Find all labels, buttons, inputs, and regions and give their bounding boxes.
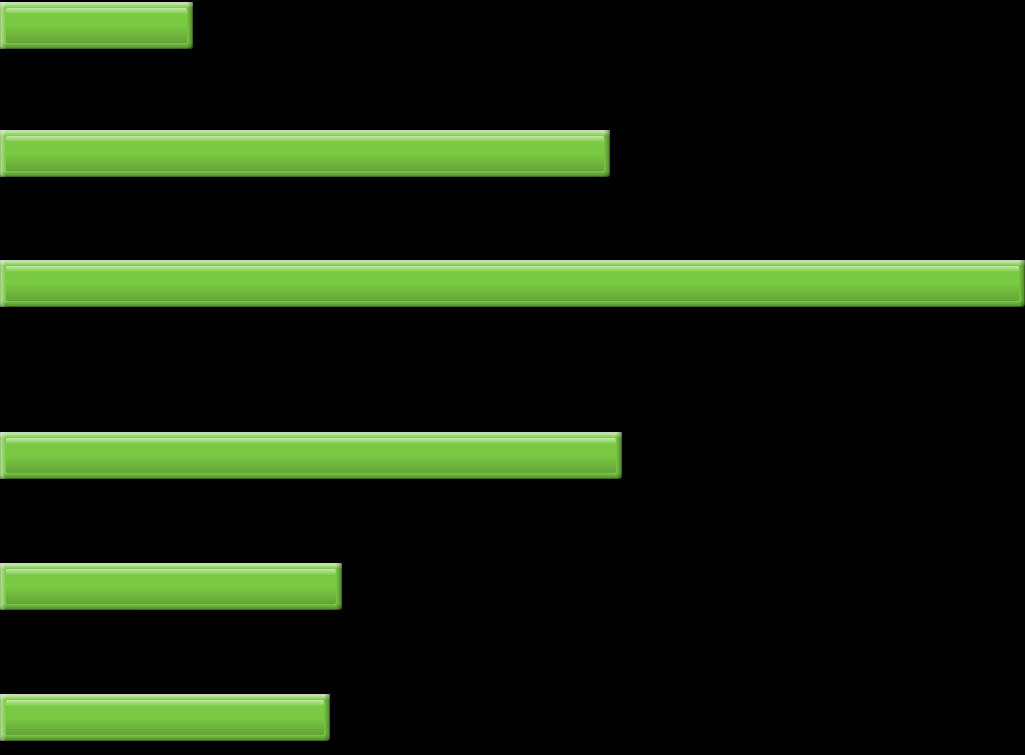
bar-bevel-bottom <box>0 735 330 741</box>
horizontal-bar-chart <box>0 0 1025 755</box>
bar-bevel-bottom <box>0 604 342 610</box>
bar-2 <box>0 260 1025 307</box>
bar-face <box>6 569 336 604</box>
bar-4 <box>0 563 342 610</box>
bar-bevel-bottom <box>0 171 610 177</box>
bar-bevel-right <box>324 694 330 741</box>
bar-3 <box>0 432 622 479</box>
bar-bevel-bottom <box>0 473 622 479</box>
bar-face <box>6 136 604 171</box>
bar-5 <box>0 694 330 741</box>
bar-bevel-bottom <box>0 43 193 49</box>
bar-face <box>6 266 1019 301</box>
bar-bevel-right <box>604 130 610 177</box>
bar-bevel-right <box>187 2 193 49</box>
bar-bevel-right <box>1019 260 1025 307</box>
bar-face <box>6 8 187 43</box>
bar-face <box>6 438 616 473</box>
bar-face <box>6 700 324 735</box>
bar-0 <box>0 2 193 49</box>
bar-1 <box>0 130 610 177</box>
bar-bevel-bottom <box>0 301 1025 307</box>
bar-bevel-right <box>616 432 622 479</box>
bar-bevel-right <box>336 563 342 610</box>
